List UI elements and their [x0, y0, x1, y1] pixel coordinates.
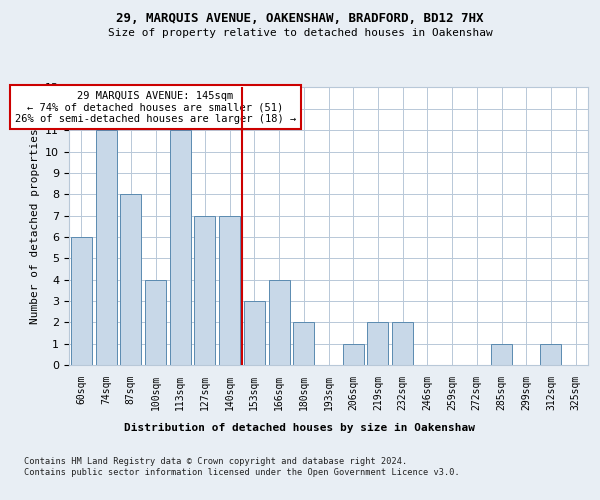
Y-axis label: Number of detached properties: Number of detached properties	[29, 128, 40, 324]
Text: Distribution of detached houses by size in Oakenshaw: Distribution of detached houses by size …	[125, 422, 476, 432]
Bar	[219, 216, 240, 365]
Text: 29 MARQUIS AVENUE: 145sqm
← 74% of detached houses are smaller (51)
26% of semi-: 29 MARQUIS AVENUE: 145sqm ← 74% of detac…	[15, 90, 296, 124]
Bar	[145, 280, 166, 365]
Bar	[343, 344, 364, 365]
Bar	[491, 344, 512, 365]
Text: Contains HM Land Registry data © Crown copyright and database right 2024.
Contai: Contains HM Land Registry data © Crown c…	[24, 458, 460, 477]
Bar	[269, 280, 290, 365]
Bar	[367, 322, 388, 365]
Bar	[392, 322, 413, 365]
Bar	[244, 301, 265, 365]
Text: 29, MARQUIS AVENUE, OAKENSHAW, BRADFORD, BD12 7HX: 29, MARQUIS AVENUE, OAKENSHAW, BRADFORD,…	[116, 12, 484, 26]
Bar	[541, 344, 562, 365]
Bar	[95, 130, 116, 365]
Bar	[170, 130, 191, 365]
Bar	[293, 322, 314, 365]
Bar	[71, 237, 92, 365]
Text: Size of property relative to detached houses in Oakenshaw: Size of property relative to detached ho…	[107, 28, 493, 38]
Bar	[120, 194, 141, 365]
Bar	[194, 216, 215, 365]
